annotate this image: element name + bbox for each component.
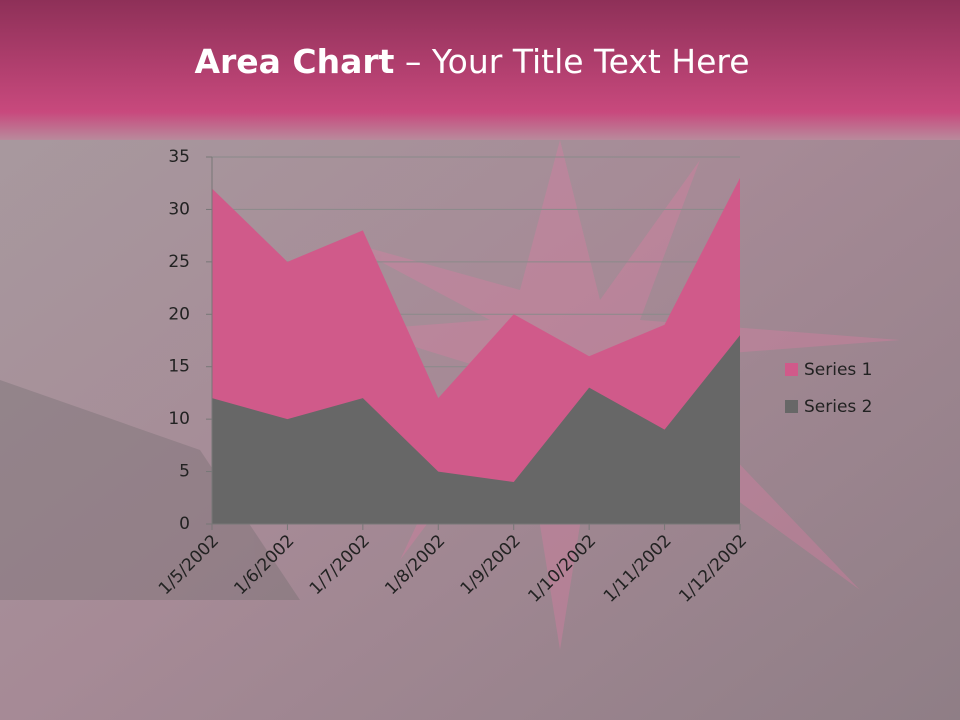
y-tick-label: 10 (168, 409, 190, 429)
header-band (0, 0, 960, 140)
y-tick-label: 25 (168, 252, 190, 272)
y-tick-label: 5 (179, 462, 190, 482)
legend-label: Series 1 (804, 360, 873, 380)
legend-swatch (785, 363, 798, 376)
legend-swatch (785, 400, 798, 413)
y-tick-label: 20 (168, 304, 190, 324)
y-tick-label: 35 (168, 147, 190, 167)
y-tick-label: 30 (168, 199, 190, 219)
slide-title: Area Chart – Your Title Text Here (194, 42, 749, 81)
title-bold: Area Chart (194, 42, 394, 81)
area (212, 335, 740, 524)
y-tick-label: 0 (179, 514, 190, 534)
y-tick-label: 15 (168, 357, 190, 377)
legend-label: Series 2 (804, 397, 873, 417)
title-rest: – Your Title Text Here (405, 42, 750, 81)
